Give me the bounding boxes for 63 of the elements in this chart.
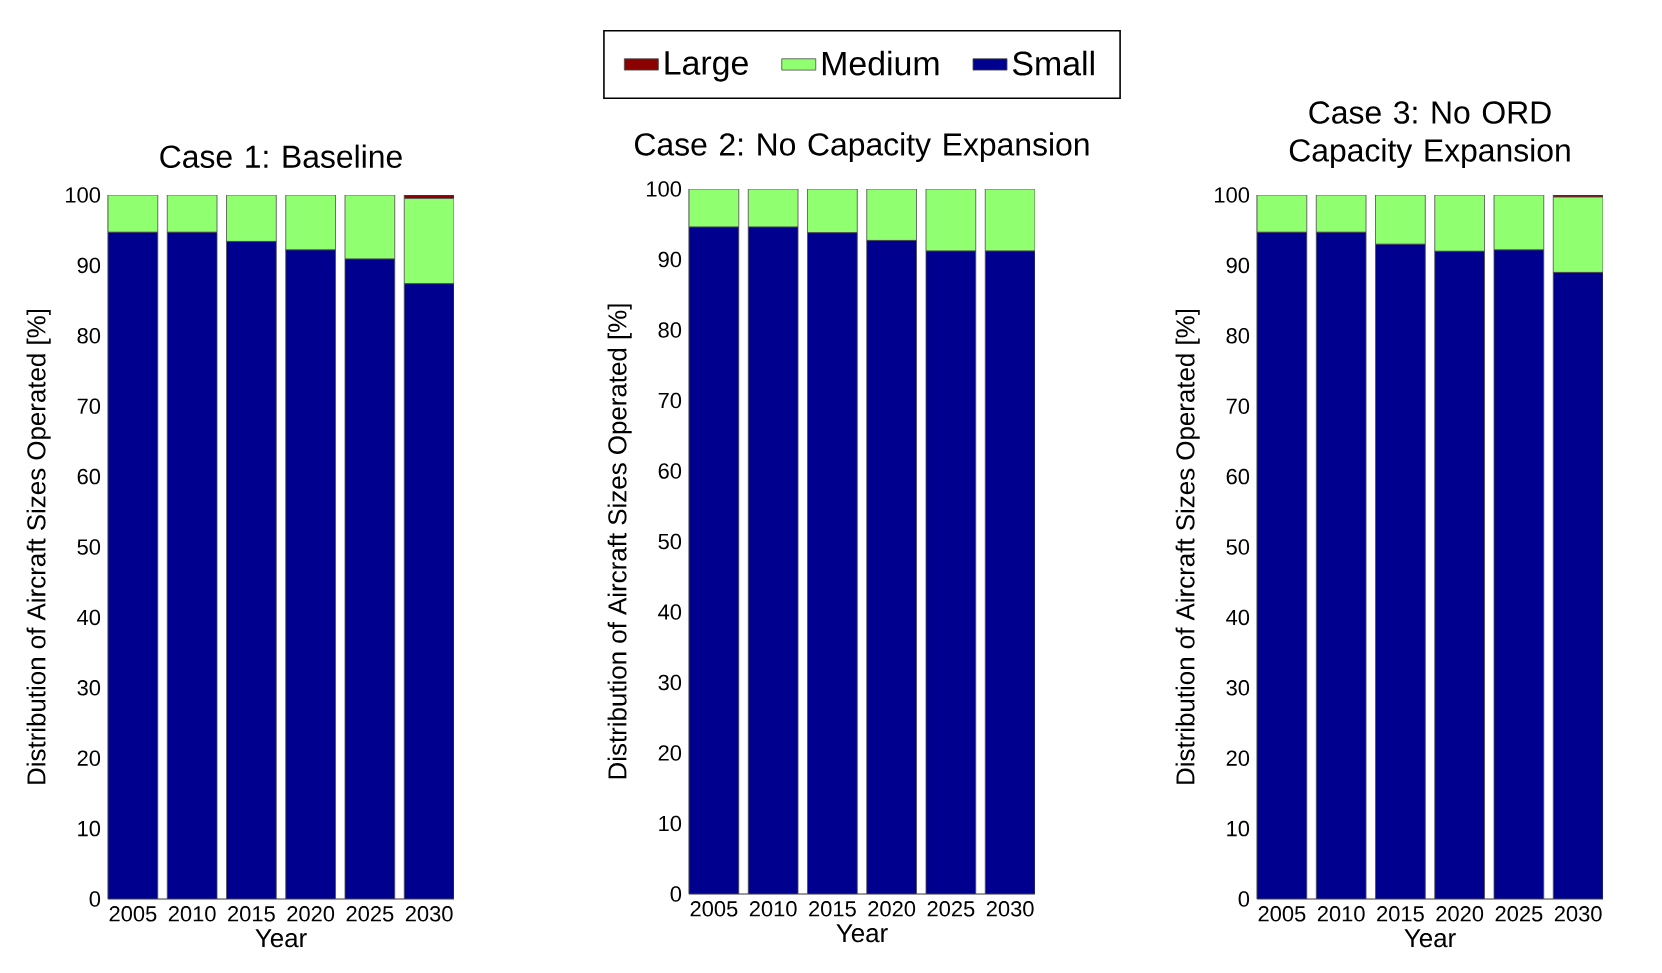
y-tick-label: 30 [77,680,101,696]
x-tick-label: 2010 [168,906,216,922]
x-tick-label: 2005 [1258,906,1306,922]
y-tick-label: 60 [1226,468,1250,485]
chart-title: Case 2: No Capacity Expansion [635,132,1089,163]
y-tick-label: 30 [1226,680,1250,696]
x-axis-title: Year [1404,929,1456,948]
y-tick-label: 90 [658,251,682,268]
y-tick-label: 100 [66,187,101,203]
y-tick-label: 20 [77,750,101,766]
y-tick-label: 70 [77,398,101,414]
x-tick-label: 2025 [346,906,394,922]
y-tick-label: 70 [658,392,682,409]
y-tick-label: 40 [1226,609,1250,626]
x-tick-label: 2010 [749,901,797,917]
x-tick-label: 2015 [1377,906,1424,922]
x-tick-label: 2005 [109,906,157,922]
y-tick-label: 70 [1226,398,1250,414]
y-tick-label: 40 [658,604,682,620]
x-tick-label: 2020 [1436,906,1484,922]
x-tick-label: 2010 [1317,906,1365,922]
y-tick-label: 80 [658,322,682,338]
y-tick-label: 100 [1215,187,1250,203]
x-axis-title: Year [255,929,307,948]
x-tick-label: 2025 [1495,906,1543,922]
chart-title: Case 3: No ORD Capacity Expansion [1289,101,1570,169]
y-tick-label: 50 [658,533,682,550]
y-tick-label: 10 [1227,820,1250,837]
y-tick-label: 50 [77,539,101,555]
y-axis-title: Distribution of Aircraft Sizes Operated [%] [26,309,51,784]
x-tick-label: 2030 [1554,906,1602,922]
y-tick-label: 80 [77,328,101,344]
y-tick-label: 90 [77,257,101,274]
y-tick-label: 20 [1226,750,1250,766]
y-axis-title: Distribution of Aircraft Sizes Operated [%] [607,304,632,779]
x-tick-label: 2025 [927,901,975,917]
legend-label: Large [665,51,748,82]
x-tick-label: 2030 [986,901,1034,917]
x-tick-label: 2015 [228,906,275,922]
y-tick-label: 80 [1226,328,1250,344]
y-tick-label: 60 [658,463,682,479]
y-tick-label: 40 [77,609,101,626]
y-tick-label: 100 [647,181,682,197]
legend-label: Medium [822,50,939,76]
x-tick-label: 2030 [405,906,453,922]
y-tick-label: 90 [1226,257,1250,274]
y-tick-label: 60 [77,468,101,485]
y-tick-label: 0 [89,891,101,907]
y-tick-label: 0 [1238,891,1250,907]
y-tick-label: 0 [670,886,682,902]
y-tick-label: 10 [78,820,101,837]
x-axis-title: Year [836,924,888,943]
y-axis-title: Distribution of Aircraft Sizes Operated [%] [1175,309,1200,784]
y-tick-label: 20 [658,745,682,761]
y-tick-label: 30 [658,674,682,691]
chart-title: Case 1: Baseline [160,144,402,168]
legend-label: Small [1012,50,1094,76]
x-tick-label: 2020 [287,906,335,922]
y-tick-label: 10 [659,815,682,832]
x-tick-label: 2005 [690,901,738,917]
x-tick-label: 2015 [809,901,856,917]
y-tick-label: 50 [1226,539,1250,555]
x-tick-label: 2020 [868,901,916,917]
